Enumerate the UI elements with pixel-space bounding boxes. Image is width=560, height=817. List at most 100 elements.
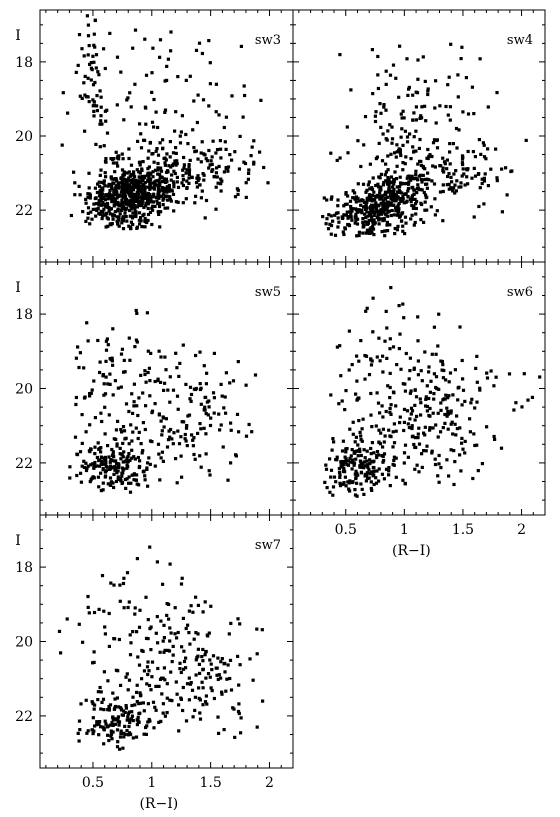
data-point [146, 702, 150, 706]
data-point [76, 345, 80, 349]
data-point [157, 212, 161, 216]
data-point [387, 187, 391, 191]
data-point [412, 176, 416, 181]
data-point [113, 704, 118, 709]
data-point [423, 193, 428, 197]
data-point [453, 422, 457, 426]
data-point [224, 371, 228, 375]
data-point [173, 129, 177, 133]
data-point [86, 53, 90, 57]
data-point [159, 175, 163, 179]
data-point [486, 184, 490, 188]
data-point [123, 459, 127, 463]
data-point [395, 363, 399, 367]
data-point [88, 423, 92, 427]
data-point [395, 164, 399, 168]
data-point [184, 132, 188, 137]
data-point [530, 395, 534, 399]
data-point [404, 181, 408, 186]
data-point [359, 434, 363, 438]
data-point [211, 139, 215, 143]
data-point [135, 683, 139, 687]
data-point [108, 188, 112, 193]
data-point [360, 439, 364, 443]
data-point [134, 338, 138, 342]
data-point [156, 161, 160, 166]
data-point [180, 576, 184, 580]
data-point [130, 448, 134, 452]
data-point [413, 197, 417, 201]
data-point [161, 711, 165, 715]
data-point [168, 698, 172, 702]
data-point [370, 186, 374, 190]
data-point [219, 177, 223, 181]
data-point [370, 441, 374, 445]
data-point [143, 427, 147, 432]
data-point [102, 382, 106, 386]
data-point [323, 480, 327, 484]
data-point [351, 420, 355, 424]
data-point [392, 179, 396, 183]
data-point [358, 459, 362, 463]
data-point [77, 719, 82, 723]
data-point [219, 660, 223, 664]
data-point [146, 212, 151, 217]
data-point [383, 229, 387, 233]
data-point [376, 54, 380, 59]
data-point [406, 455, 410, 459]
data-point [209, 159, 213, 163]
data-point [449, 409, 453, 413]
data-point [460, 154, 465, 158]
data-point [140, 177, 144, 181]
data-point [334, 458, 338, 462]
data-point [348, 460, 353, 464]
data-point [104, 175, 108, 179]
data-point [446, 83, 450, 87]
data-point [435, 138, 439, 143]
data-point [391, 345, 396, 349]
data-point [110, 222, 114, 226]
data-point [376, 401, 381, 405]
data-point [207, 166, 211, 170]
data-point [437, 453, 441, 458]
data-point [216, 181, 220, 185]
data-point [401, 109, 405, 113]
data-point [370, 187, 375, 192]
data-point [95, 109, 99, 113]
data-point [113, 177, 117, 181]
data-point [99, 725, 103, 729]
data-point [108, 476, 113, 480]
data-point [113, 192, 117, 197]
data-point [449, 411, 453, 415]
data-point [116, 164, 120, 168]
data-point [116, 718, 120, 722]
data-point [157, 187, 161, 191]
data-point [419, 114, 423, 118]
data-point [379, 172, 383, 176]
data-point [385, 223, 389, 227]
data-point [412, 188, 416, 192]
data-point [376, 73, 380, 77]
data-point [144, 380, 148, 384]
data-point [137, 663, 142, 667]
data-point [409, 412, 413, 416]
data-point [194, 48, 199, 52]
data-point [343, 226, 347, 230]
data-point [452, 186, 456, 190]
data-point [97, 464, 101, 468]
data-point [461, 167, 465, 171]
data-point [211, 168, 215, 172]
data-point [130, 714, 134, 718]
data-point [371, 176, 375, 180]
data-point [112, 204, 116, 208]
data-point [446, 411, 450, 415]
data-point [362, 492, 366, 496]
data-point [428, 428, 432, 432]
data-point [128, 633, 132, 637]
data-point [358, 430, 362, 434]
data-point [137, 483, 141, 487]
data-point [398, 214, 402, 218]
data-point [112, 214, 116, 218]
data-point [182, 166, 186, 170]
data-point [369, 229, 373, 233]
